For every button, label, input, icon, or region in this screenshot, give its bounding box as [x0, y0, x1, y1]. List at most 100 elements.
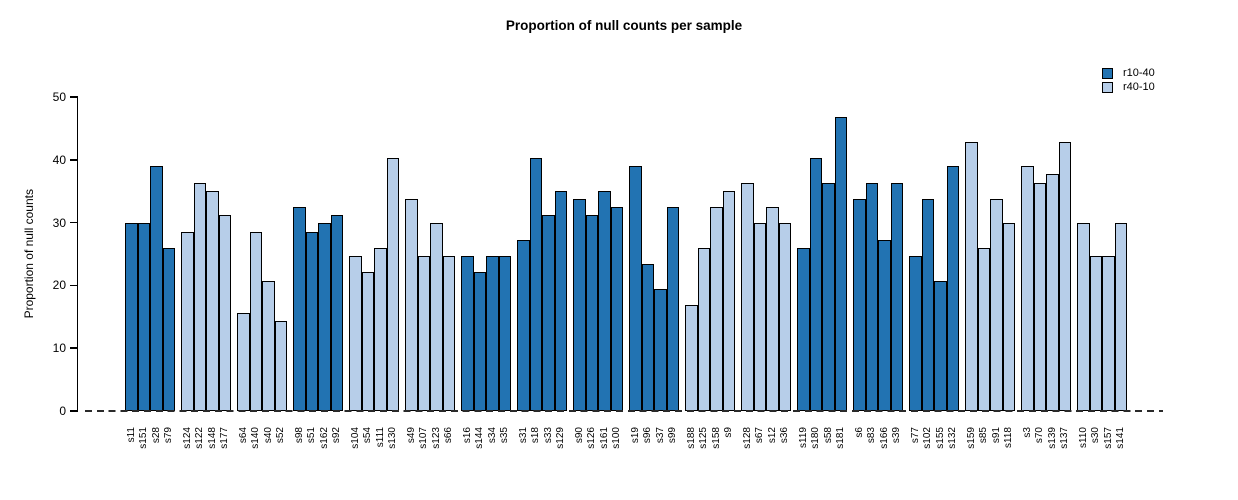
bar-s92: [330, 215, 343, 411]
bar-s3: [1021, 166, 1034, 411]
x-tick-label-text: s9: [723, 427, 735, 438]
bar-s79: [162, 247, 175, 411]
bar-s122: [193, 182, 206, 411]
bar-s130: [386, 158, 399, 411]
x-tick-label-text: s181: [835, 427, 847, 449]
bar-s9: [722, 190, 735, 411]
legend-label: r10-40: [1123, 67, 1155, 79]
bar-s49: [405, 198, 418, 411]
bar-s36: [778, 223, 791, 411]
x-tick-label-text: s118: [1003, 427, 1015, 448]
bar-s141: [1114, 223, 1127, 411]
bar-s12: [766, 207, 779, 411]
bar-s6: [853, 198, 866, 411]
y-axis-title: Proportion of null counts: [22, 189, 36, 319]
x-tick-label-text: s79: [163, 427, 175, 444]
bar-s52: [274, 321, 287, 411]
bar-s132: [946, 166, 959, 411]
bar-s30: [1089, 256, 1102, 411]
bar-s107: [417, 256, 430, 411]
bar-s124: [181, 231, 194, 411]
y-tick: [69, 221, 77, 224]
bar-s91: [990, 198, 1003, 411]
bar-s139: [1046, 174, 1059, 411]
bar-s161: [598, 190, 611, 411]
bar-s51: [305, 231, 318, 411]
bar-s66: [442, 256, 455, 411]
bar-s188: [685, 304, 698, 411]
bar-s157: [1102, 256, 1115, 411]
bar-s151: [137, 223, 150, 411]
x-tick-label-text: s92: [331, 427, 343, 444]
bar-s33: [542, 215, 555, 411]
y-tick-label: 50: [52, 90, 66, 104]
bar-s18: [529, 158, 542, 411]
bar-s158: [710, 207, 723, 411]
y-tick: [69, 159, 77, 161]
legend: r10-40 r40-10: [1098, 66, 1155, 94]
x-tick-label-text: s141: [1115, 427, 1127, 449]
bar-s34: [486, 256, 499, 411]
bar-s35: [498, 256, 511, 411]
zero-baseline-dashed: [85, 409, 1163, 412]
x-tick-label-text: s36: [779, 427, 791, 444]
bar-s99: [666, 207, 679, 411]
bar-s110: [1077, 223, 1090, 411]
bar-s96: [641, 264, 654, 411]
bar-s159: [965, 141, 978, 411]
y-tick: [69, 284, 77, 287]
bar-s137: [1058, 141, 1071, 411]
x-tick-label-text: s177: [219, 427, 231, 449]
legend-item: r40-10: [1098, 80, 1155, 94]
y-tick-label: 40: [52, 152, 66, 167]
y-tick-label: 0: [59, 404, 66, 418]
x-tick-label: s141: [1109, 427, 1133, 449]
x-tick-label-text: s35: [499, 427, 511, 444]
bar-s11: [125, 223, 138, 411]
x-tick-label-text: s137: [1059, 427, 1071, 449]
y-tick: [69, 347, 77, 349]
x-tick-label-text: s99: [667, 427, 679, 444]
legend-swatch-r40-10: [1102, 81, 1113, 93]
bar-s54: [361, 272, 374, 411]
bar-s125: [697, 247, 710, 411]
bar-s129: [554, 190, 567, 411]
bar-s31: [517, 239, 530, 411]
bar-s144: [473, 272, 486, 411]
y-tick-label: 10: [52, 341, 66, 356]
bar-s64: [237, 313, 250, 411]
bar-s155: [934, 280, 947, 411]
bar-s83: [865, 182, 878, 411]
legend-swatch-r10-40: [1102, 67, 1113, 79]
bar-s126: [585, 215, 598, 411]
x-tick-label-text: s66: [443, 427, 455, 444]
bar-s123: [430, 223, 443, 411]
y-tick-label: 30: [52, 215, 66, 230]
x-tick-label-text: s39: [891, 427, 903, 444]
bar-s77: [909, 256, 922, 411]
x-tick-label-text: s132: [947, 427, 959, 449]
y-tick: [69, 96, 77, 98]
bar-s180: [809, 158, 822, 411]
x-tick-label-text: s129: [555, 427, 567, 449]
y-axis: [76, 96, 79, 412]
legend-label: r40-10: [1123, 81, 1155, 93]
bar-s28: [150, 166, 163, 411]
bar-s104: [349, 256, 362, 411]
bar-s102: [921, 198, 934, 411]
bar-s19: [629, 166, 642, 411]
bar-s40: [262, 280, 275, 411]
bar-s119: [797, 247, 810, 411]
y-tick: [69, 410, 77, 412]
bar-s67: [753, 223, 766, 411]
bar-s90: [573, 198, 586, 411]
chart-title: Proportion of null counts per sample: [505, 18, 743, 33]
bar-s140: [249, 231, 262, 411]
bar-s37: [654, 288, 667, 411]
bar-s85: [977, 247, 990, 411]
bar-s58: [822, 182, 835, 411]
bar-s111: [374, 247, 387, 411]
bar-s148: [206, 190, 219, 411]
x-tick-label-text: s52: [275, 427, 287, 444]
